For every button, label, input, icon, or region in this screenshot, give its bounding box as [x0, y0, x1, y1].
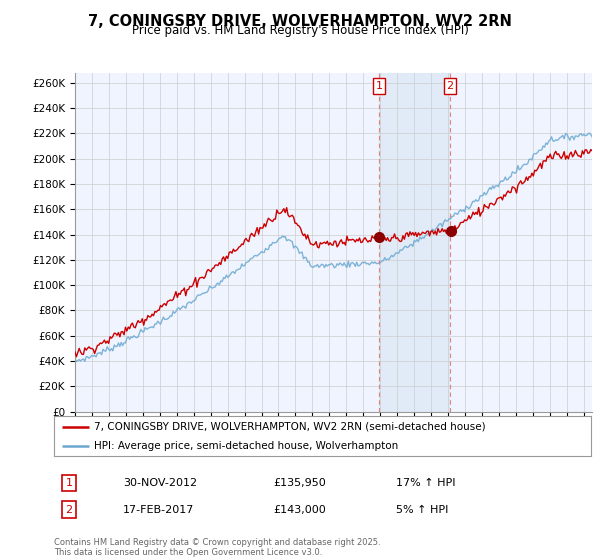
Text: HPI: Average price, semi-detached house, Wolverhampton: HPI: Average price, semi-detached house,…	[94, 441, 398, 450]
Text: Price paid vs. HM Land Registry's House Price Index (HPI): Price paid vs. HM Land Registry's House …	[131, 24, 469, 37]
Text: 5% ↑ HPI: 5% ↑ HPI	[396, 505, 448, 515]
Text: 2: 2	[446, 81, 454, 91]
Text: 30-NOV-2012: 30-NOV-2012	[123, 478, 197, 488]
Text: 17% ↑ HPI: 17% ↑ HPI	[396, 478, 455, 488]
Text: 7, CONINGSBY DRIVE, WOLVERHAMPTON, WV2 2RN: 7, CONINGSBY DRIVE, WOLVERHAMPTON, WV2 2…	[88, 14, 512, 29]
Text: 2: 2	[65, 505, 73, 515]
Text: Contains HM Land Registry data © Crown copyright and database right 2025.
This d: Contains HM Land Registry data © Crown c…	[54, 538, 380, 557]
Text: 17-FEB-2017: 17-FEB-2017	[123, 505, 194, 515]
Text: 1: 1	[376, 81, 382, 91]
Text: 7, CONINGSBY DRIVE, WOLVERHAMPTON, WV2 2RN (semi-detached house): 7, CONINGSBY DRIVE, WOLVERHAMPTON, WV2 2…	[94, 422, 486, 432]
Text: £143,000: £143,000	[273, 505, 326, 515]
Text: £135,950: £135,950	[273, 478, 326, 488]
Text: 1: 1	[65, 478, 73, 488]
